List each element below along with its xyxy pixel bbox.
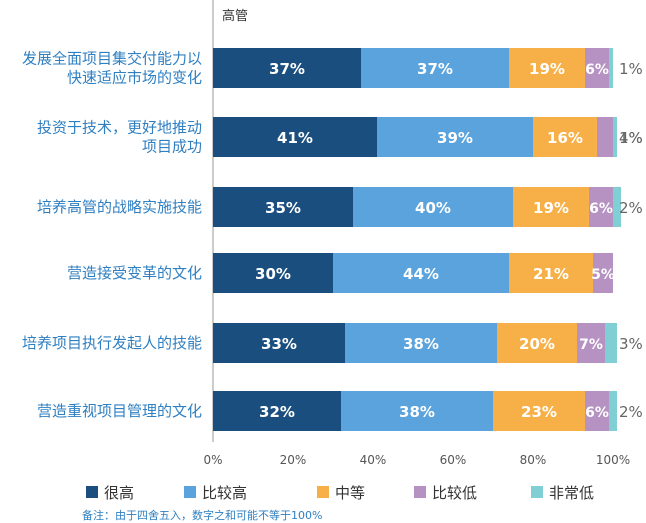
bar-segment xyxy=(613,187,621,227)
bar-value-label: 19% xyxy=(533,199,569,217)
bar-value-label: 7% xyxy=(579,337,603,353)
bar-value-label: 21% xyxy=(533,265,569,283)
category-label: 发展全面项目集交付能力以快速适应市场的变化 xyxy=(22,50,202,87)
bar-value-label: 19% xyxy=(529,60,565,78)
bar-segment xyxy=(605,323,617,363)
bar-segment xyxy=(589,187,613,227)
bar-segment xyxy=(213,187,353,227)
bar-value-label: 33% xyxy=(261,335,297,353)
bar-segment xyxy=(613,117,617,157)
legend: 很高 比较高 中等 比较低 非常低 xyxy=(86,484,594,502)
bar-segment xyxy=(377,117,533,157)
legend-label: 很高 xyxy=(104,484,134,502)
bar-segment xyxy=(213,117,377,157)
bar-value-label: 23% xyxy=(521,403,557,421)
bar-value-label: 1% xyxy=(619,60,643,78)
x-tick-label: 60% xyxy=(440,453,467,467)
legend-swatch xyxy=(86,486,98,498)
bar-segment xyxy=(333,253,509,293)
bar-value-label: 38% xyxy=(399,403,435,421)
bar-segment xyxy=(509,48,585,88)
bar-value-label: 40% xyxy=(415,199,451,217)
bar-segment xyxy=(493,391,585,431)
bar-value-label: 1% xyxy=(619,129,643,147)
bar-value-label: 2% xyxy=(619,199,643,217)
bar-value-label: 38% xyxy=(403,335,439,353)
bars-group: 37% 37% 19% 6% 1%41% 39% 16% 4%1%35% 40% 19% 6% 2%3… xyxy=(213,48,643,431)
bar-segment xyxy=(213,253,333,293)
bar-value-label: 16% xyxy=(547,129,583,147)
bar-segment xyxy=(213,391,341,431)
bar-value-label: 5% xyxy=(591,267,615,283)
legend-swatch xyxy=(317,486,329,498)
bar-segment xyxy=(533,117,597,157)
bar-segment xyxy=(597,117,613,157)
bar-value-label: 4% xyxy=(619,129,643,147)
bar-segment xyxy=(609,391,617,431)
bar-segment xyxy=(341,391,493,431)
category-label: 投资于技术，更好地推动项目成功 xyxy=(37,119,202,156)
category-label: 营造接受变革的文化 xyxy=(67,264,202,282)
bar-value-label: 37% xyxy=(417,60,453,78)
bar-value-label: 6% xyxy=(585,62,609,78)
bar-value-label: 30% xyxy=(255,265,291,283)
x-tick-label: 80% xyxy=(520,453,547,467)
bar-value-label: 44% xyxy=(403,265,439,283)
footnote: 备注：由于四舍五入，数字之和可能不等于100% xyxy=(82,508,322,522)
bar-segment xyxy=(593,253,613,293)
category-label: 营造重视项目管理的文化 xyxy=(37,402,202,420)
category-labels: 发展全面项目集交付能力以快速适应市场的变化投资于技术，更好地推动项目成功培养高管… xyxy=(22,50,202,421)
legend-label: 比较低 xyxy=(432,484,477,502)
bar-value-label: 6% xyxy=(585,405,609,421)
x-tick-label: 40% xyxy=(360,453,387,467)
x-tick-label: 100% xyxy=(596,453,630,467)
bar-segment xyxy=(361,48,509,88)
legend-swatch xyxy=(184,486,196,498)
bar-segment xyxy=(585,391,609,431)
bar-value-label: 20% xyxy=(519,335,555,353)
x-tick-label: 20% xyxy=(280,453,307,467)
bar-value-label: 41% xyxy=(277,129,313,147)
legend-swatch xyxy=(414,486,426,498)
bar-value-label: 35% xyxy=(265,199,301,217)
bar-segment xyxy=(585,48,609,88)
bar-segment xyxy=(609,48,613,88)
bar-value-label: 6% xyxy=(589,201,613,217)
legend-label: 中等 xyxy=(335,484,365,502)
category-label: 培养高管的战略实施技能 xyxy=(37,198,202,216)
bar-segment xyxy=(509,253,593,293)
x-axis-ticks: 0% 20% 40% 60% 80% 100% xyxy=(203,453,630,467)
bar-segment xyxy=(213,323,345,363)
bar-value-label: 3% xyxy=(619,335,643,353)
category-label: 培养项目执行发起人的技能 xyxy=(22,334,202,352)
bar-value-label: 2% xyxy=(619,403,643,421)
legend-label: 比较高 xyxy=(202,484,247,502)
bar-segment xyxy=(345,323,497,363)
bar-value-label: 37% xyxy=(269,60,305,78)
x-tick-label: 0% xyxy=(203,453,222,467)
legend-swatch xyxy=(531,486,543,498)
legend-label: 非常低 xyxy=(549,484,594,502)
bar-segment xyxy=(513,187,589,227)
bar-value-label: 32% xyxy=(259,403,295,421)
bar-segment xyxy=(353,187,513,227)
bar-segment xyxy=(577,323,605,363)
bar-segment xyxy=(497,323,577,363)
bar-segment xyxy=(213,48,361,88)
chart-subtitle: 高管 xyxy=(222,8,248,24)
bar-value-label: 39% xyxy=(437,129,473,147)
